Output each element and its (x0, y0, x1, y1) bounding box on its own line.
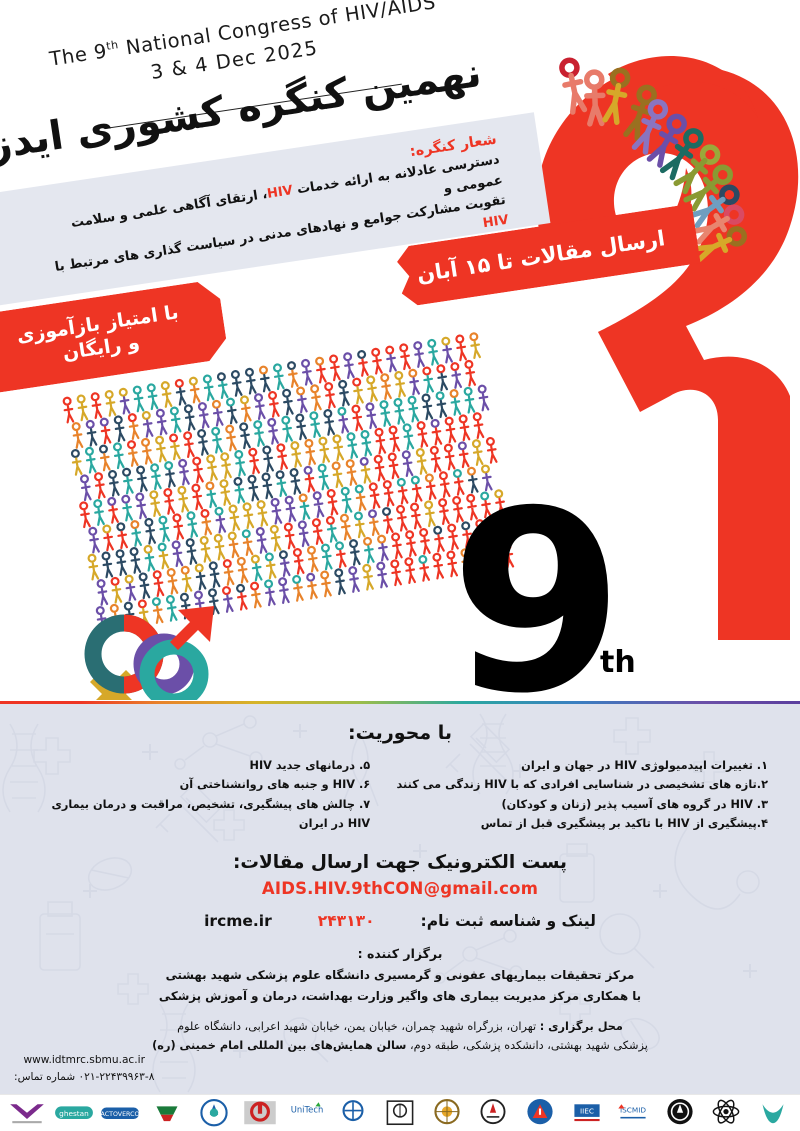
medical-background-pattern (2, 713, 760, 1093)
big-nine-ordinal: th (600, 645, 636, 680)
email-address[interactable]: AIDS.HIV.9thCON@gmail.com (261, 878, 539, 898)
registration-site-link[interactable]: ircme.ir (204, 911, 272, 930)
topics-heading: با محوریت: (347, 722, 453, 744)
research-center-logo (332, 1098, 374, 1129)
bottom-content: با محوریت: ۱. تغییرات اپیدمیولوژی HIV در… (0, 704, 800, 1094)
svg-text:ACTOVERCO: ACTOVERCO (101, 1111, 140, 1118)
svg-text:UniTech: UniTech (290, 1105, 323, 1115)
organizer-line-1: مرکز تحقیقات بیماریهای عفونی و گرمسیری د… (165, 967, 635, 982)
venue-hall-name: سالن همایش‌های بین المللی امام خمینی (ره… (152, 1038, 407, 1052)
medical-council-logo (472, 1098, 514, 1129)
slogan-hiv-highlight-1: HIV (266, 183, 294, 203)
organizer-line-2: با همکاری مرکز مدیریت بیماری های واگیر و… (158, 988, 642, 1003)
email-heading: پست الکترونیک جهت ارسال مقالات: (233, 851, 567, 873)
topic-item: ۷. چالش های پیشگیری، تشخیص، مراقبت و درم… (51, 797, 371, 831)
slogan-hiv-highlight-2: HIV (481, 212, 510, 232)
deadline-ribbon-shape (397, 203, 701, 306)
abstract-deadline-ribbon: ارسال مقالات تا ۱۵ آبان (395, 203, 701, 308)
svg-text:ISCMID: ISCMID (620, 1106, 646, 1115)
registration-label: لینک و شناسه ثبت نام: (420, 911, 596, 930)
topic-item: ۳. HIV در گروه های آسیب پذیر (زنان و کود… (501, 797, 769, 811)
poster-bottom-section: با محوریت: ۱. تغییرات اپیدمیولوژی HIV در… (0, 704, 800, 1094)
actoverco-logo: ACTOVERCO (99, 1098, 141, 1129)
unitech-logo: UniTech (286, 1098, 328, 1129)
svg-text:ghestan: ghestan (59, 1109, 89, 1118)
topic-item: ۲.تازه های تشخیصی در شناسایی افرادی که ب… (396, 778, 768, 792)
rainbow-divider (0, 701, 800, 705)
free-credit-ribbon: با امتیاز بازآموزی و رایگان (0, 279, 229, 396)
venue-label: محل برگزاری : (539, 1019, 623, 1033)
poster-top-section: The 9th National Congress of HIV/AIDS 3 … (0, 0, 800, 700)
safety-logo (519, 1098, 561, 1129)
atomic-logo (705, 1098, 747, 1129)
iscmid-logo: ISCMID (612, 1098, 654, 1129)
people-crowd-grid-graphic (62, 332, 515, 633)
organizer-label: برگزار کننده : (357, 945, 443, 961)
contact-block: www.idtmrc.sbmu.ac.ir ۰۲۱-۲۲۴۳۹۹۶۳-۸ شما… (14, 1052, 154, 1086)
registration-code: ۲۴۳۱۳۰ (317, 911, 375, 930)
topics-column-right: ۱. تغییرات اپیدمیولوژی HIV در جهان و ایر… (370, 756, 768, 834)
venue-line-2: پزشکی شهید بهشتی، دانشکده پزشکی، طبقه دو… (152, 1038, 648, 1052)
topic-item: ۶. HIV و جنبه های روانشناختی آن (179, 778, 371, 792)
gender-symbols-graphic (84, 606, 214, 700)
topics-column-left: ۵. درمانهای جدید HIV ۶. HIV و جنبه های ر… (32, 756, 370, 834)
registration-row: لینک و شناسه ثبت نام: ۲۴۳۱۳۰ ircme.ir (22, 912, 778, 930)
gohestan-logo: ghestan (53, 1098, 95, 1129)
health-ministry-logo (239, 1098, 281, 1129)
big-nine-number: 9 (450, 457, 624, 701)
valfajr-logo (6, 1098, 48, 1129)
free-ribbon-shape (0, 282, 227, 396)
insurance-logo (752, 1098, 794, 1129)
topics-columns: ۱. تغییرات اپیدمیولوژی HIV در جهان و ایر… (22, 756, 778, 834)
venue-block: محل برگزاری : تهران، بزرگراه شهید چمران،… (22, 1017, 778, 1055)
contact-website[interactable]: www.idtmrc.sbmu.ac.ir (23, 1054, 145, 1067)
university-logo (193, 1098, 235, 1129)
society-logo (426, 1098, 468, 1129)
topic-item: ۱. تغییرات اپیدمیولوژی HIV در جهان و ایر… (521, 759, 768, 772)
institute-logo (379, 1098, 421, 1129)
pharma-logo (146, 1098, 188, 1129)
people-arc-graphic (559, 57, 748, 263)
iiec-logo: IIEC (566, 1098, 608, 1129)
contact-phone-line: ۰۲۱-۲۲۴۳۹۹۶۳-۸ شماره تماس: (14, 1071, 155, 1084)
topic-item: ۵. درمانهای جدید HIV (249, 759, 371, 772)
venue-line-1: محل برگزاری : تهران، بزرگراه شهید چمران،… (177, 1019, 623, 1033)
topic-item: ۴.پیشگیری از HIV با تاکید بر پیشگیری قبل… (480, 817, 768, 831)
svg-text:IIEC: IIEC (579, 1107, 593, 1116)
academy-logo (659, 1098, 701, 1129)
sponsor-logo-strip: ghestan ACTOVERCO UniTech (0, 1094, 800, 1131)
